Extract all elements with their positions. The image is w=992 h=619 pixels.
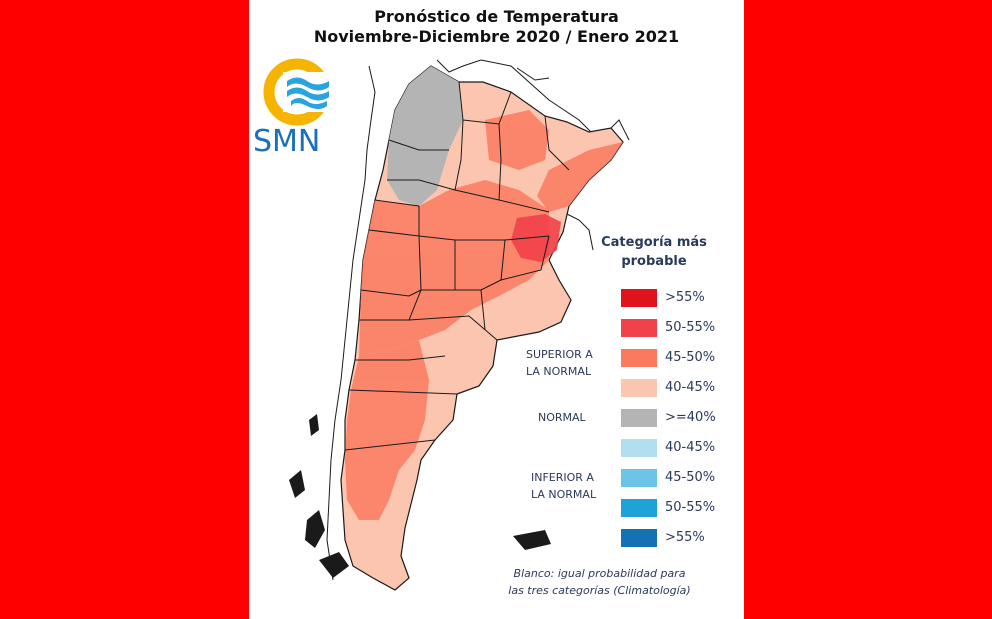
zone-gray-northwest bbox=[387, 66, 463, 206]
argentina-map bbox=[289, 59, 630, 591]
legend-swatch-1 bbox=[621, 319, 657, 337]
legend-label-5: 40-45% bbox=[665, 440, 716, 455]
map-title: Pronóstico de Temperatura bbox=[374, 7, 619, 26]
legend-label-6: 45-50% bbox=[665, 470, 716, 485]
province-borders bbox=[344, 81, 570, 451]
legend-swatch-6 bbox=[621, 469, 657, 487]
zone-45-50-center bbox=[345, 180, 549, 520]
legend-note-line1: Blanco: igual probabilidad para bbox=[513, 567, 686, 580]
map-subtitle: Noviembre-Diciembre 2020 / Enero 2021 bbox=[313, 27, 680, 46]
legend-group-superior: SUPERIOR A LA NORMAL bbox=[526, 346, 593, 380]
legend-label-2: 45-50% bbox=[665, 350, 716, 365]
legend-label-7: 50-55% bbox=[665, 500, 716, 515]
legend-label-0: >55% bbox=[665, 290, 705, 305]
legend-title-line1: Categoría más bbox=[601, 235, 707, 250]
legend-group-inferior: INFERIOR A LA NORMAL bbox=[531, 469, 596, 503]
legend-label-1: 50-55% bbox=[665, 320, 716, 335]
legend-swatch-7 bbox=[621, 499, 657, 517]
legend-swatch-2 bbox=[621, 349, 657, 367]
legend-title: Categoría más probable bbox=[579, 233, 729, 271]
legend-group-normal: NORMAL bbox=[538, 411, 586, 424]
legend-group-superior-line1: SUPERIOR A bbox=[526, 348, 593, 361]
legend-label-4: >=40% bbox=[665, 410, 716, 425]
legend-swatch-4 bbox=[621, 409, 657, 427]
zone-50-55-litoral bbox=[511, 214, 561, 262]
legend-group-inferior-line2: LA NORMAL bbox=[531, 488, 597, 501]
legend-label-8: >55% bbox=[665, 530, 705, 545]
legend-swatch-3 bbox=[621, 379, 657, 397]
legend-swatch-0 bbox=[621, 289, 657, 307]
legend-swatch-5 bbox=[621, 439, 657, 457]
smn-logo-icon bbox=[263, 58, 341, 126]
smn-logo-text: SMN bbox=[253, 124, 321, 159]
legend-swatch-8 bbox=[621, 529, 657, 547]
legend-group-inferior-line1: INFERIOR A bbox=[531, 471, 594, 484]
legend-title-line2: probable bbox=[621, 254, 687, 269]
legend-label-3: 40-45% bbox=[665, 380, 716, 395]
legend-note: Blanco: igual probabilidad para las tres… bbox=[497, 565, 702, 599]
neighbor-borders bbox=[326, 59, 630, 581]
legend-note-line2: las tres categorías (Climatología) bbox=[508, 584, 691, 597]
coastline-islands bbox=[289, 414, 551, 578]
legend-group-superior-line2: LA NORMAL bbox=[526, 365, 592, 378]
forecast-panel: Pronóstico de Temperatura Noviembre-Dici… bbox=[249, 0, 744, 619]
